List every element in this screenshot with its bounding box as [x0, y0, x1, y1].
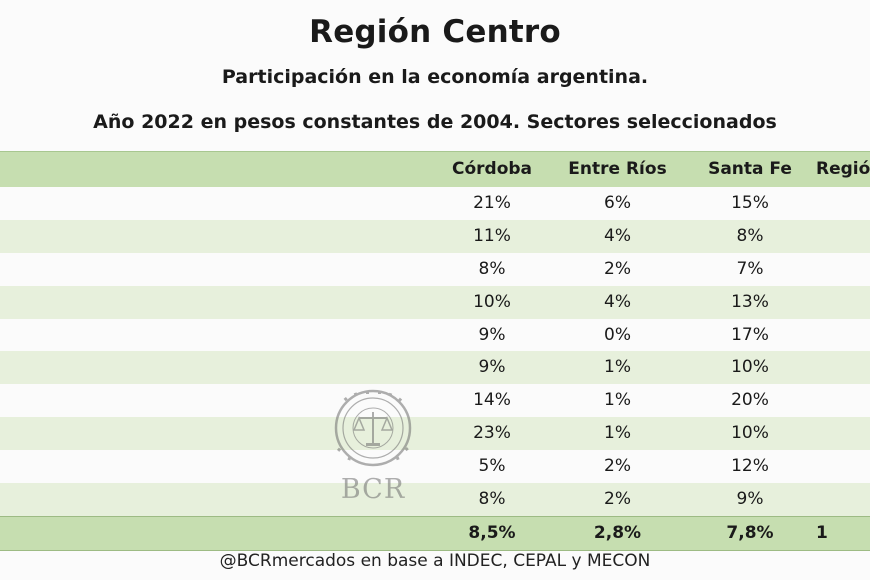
entre-rios-cell: 6% [604, 193, 631, 213]
cordoba-cell: 8% [478, 258, 506, 279]
cordoba-cell: 5% [478, 456, 506, 477]
entre-rios-cell: 2% [604, 489, 631, 510]
scales-of-justice-seal-icon [334, 389, 412, 467]
cordoba-cell: 21% [473, 193, 511, 213]
cordoba-cell: 8% [478, 489, 506, 510]
data-table: Córdoba Entre Ríos Santa Fe Regió ra, ga… [0, 151, 870, 551]
total-cordoba: 8,5% [468, 522, 516, 543]
cordoba-cell: 10% [473, 291, 511, 312]
table-row: ción8%2%7% [0, 252, 870, 286]
total-entre-rios: 2,8% [593, 522, 642, 543]
entre-rios-cell: 2% [604, 456, 631, 477]
table-header-row: Córdoba Entre Ríos Santa Fe Regió [0, 151, 870, 187]
table-body: ra, ganaderia, caza y servicios conexos2… [0, 187, 870, 516]
entre-rios-cell: 4% [604, 291, 631, 312]
total-santa-fe: 7,8% [726, 522, 774, 543]
cordoba-cell: 23% [473, 423, 511, 444]
header-region: Regió [816, 159, 870, 179]
entre-rios-cell: 1% [604, 390, 631, 411]
subtitle-line-1: Participación en la economía argentina. [221, 66, 649, 88]
santa-fe-cell: 20% [731, 390, 769, 411]
source-footer: @BCRmercados en base a INDEC, CEPAL y ME… [219, 551, 651, 571]
table-row: te8%2%9% [0, 483, 870, 516]
entre-rios-cell: 1% [604, 357, 631, 378]
total-region: 1 [816, 522, 828, 543]
header-entre-rios: Entre Ríos [568, 159, 667, 179]
table-row: ón de instrumentos médicos y de precisió… [0, 351, 870, 385]
santa-fe-cell: 9% [736, 489, 764, 510]
table-row: ón de productos alimenticios y bebidas10… [0, 285, 870, 319]
table-row: o mayorista, minorista y reparaciones11%… [0, 219, 870, 253]
santa-fe-cell: 10% [731, 423, 769, 444]
entre-rios-cell: 4% [604, 225, 631, 246]
cordoba-cell: 14% [473, 390, 511, 411]
santa-fe-cell: 8% [736, 225, 764, 246]
table-row: ón de vehículos automotores23%1%10% [0, 417, 870, 451]
header-cordoba: Córdoba [451, 159, 533, 179]
santa-fe-cell: 13% [731, 291, 769, 312]
bcr-logo-watermark: BCR [326, 388, 420, 508]
bcr-logo-text: BCR [340, 474, 406, 505]
santa-fe-cell: 15% [731, 193, 769, 213]
table-row: ra, ganaderia, caza y servicios conexos2… [0, 187, 870, 220]
cordoba-cell: 9% [478, 357, 506, 378]
table-row: ón de equipo de transporte9%0%17% [0, 318, 870, 352]
santa-fe-cell: 17% [731, 324, 769, 345]
table-row: de seguros5%2%12% [0, 450, 870, 484]
cordoba-cell: 9% [478, 324, 506, 345]
entre-rios-cell: 1% [604, 423, 631, 444]
subtitle-line-2: Año 2022 en pesos constantes de 2004. Se… [93, 111, 777, 133]
santa-fe-cell: 12% [731, 456, 769, 477]
table-row: ón de maquinaria y equipo14%1%20% [0, 384, 870, 418]
entre-rios-cell: 2% [604, 258, 631, 279]
santa-fe-cell: 10% [731, 357, 769, 378]
santa-fe-cell: 7% [736, 258, 764, 279]
table-total-row: eneral 8,5% 2,8% 7,8% 1 [0, 515, 870, 551]
page-title: Región Centro [309, 14, 561, 50]
entre-rios-cell: 0% [604, 324, 631, 345]
cordoba-cell: 11% [473, 225, 511, 246]
header-santa-fe: Santa Fe [708, 159, 792, 179]
